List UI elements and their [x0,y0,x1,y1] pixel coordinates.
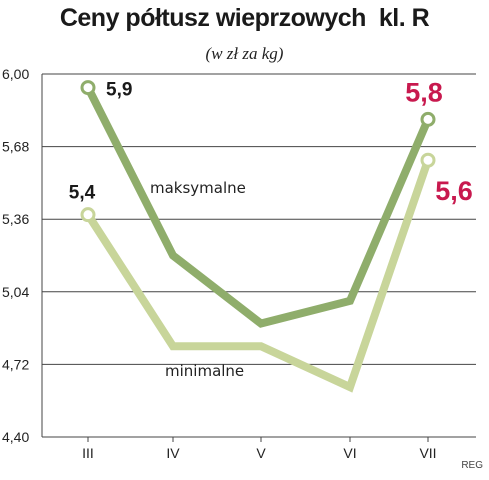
y-tick-label: 5,68 [2,139,29,155]
x-tick-label: VI [343,445,356,461]
y-tick-label: 4,40 [2,429,29,445]
chart-title: Ceny półtusz wieprzowych kl. R [59,4,430,32]
x-tick-label: VII [419,445,436,461]
y-axis-ticks: 6,00 5,68 5,36 5,04 4,72 4,40 [2,66,29,445]
data-labels: maksymalne minimalne 5,9 5,4 5,8 5,6 [69,77,473,380]
series-marker-maksymalne [80,80,96,96]
series-line-maksymalne [84,85,432,328]
series-marker-minimalne [80,207,96,223]
series-label-maksymalne: maksymalne [150,179,246,197]
x-tick-label: IV [166,445,180,461]
y-tick-label: 4,72 [2,356,29,372]
data-label: 5,6 [435,176,473,206]
y-tick-label: 5,36 [2,211,29,227]
series-marker-minimalne [420,152,436,168]
series-lines [84,85,432,393]
data-label: 5,9 [106,80,132,101]
source-label: REG [461,460,483,471]
chart-subtitle: (w zł za kg) [205,44,284,63]
x-tick-label: III [82,445,94,461]
data-label: 5,4 [69,183,96,204]
x-axis-ticks: III IV V VI VII [82,437,437,461]
series-marker-maksymalne [420,111,436,127]
y-tick-label: 5,04 [2,284,29,300]
series-label-minimalne: minimalne [165,362,244,380]
y-tick-label: 6,00 [2,66,29,82]
x-tick-label: V [256,445,266,461]
series-line-minimalne [84,158,432,393]
data-label: 5,8 [405,77,443,107]
series-markers [80,80,436,223]
